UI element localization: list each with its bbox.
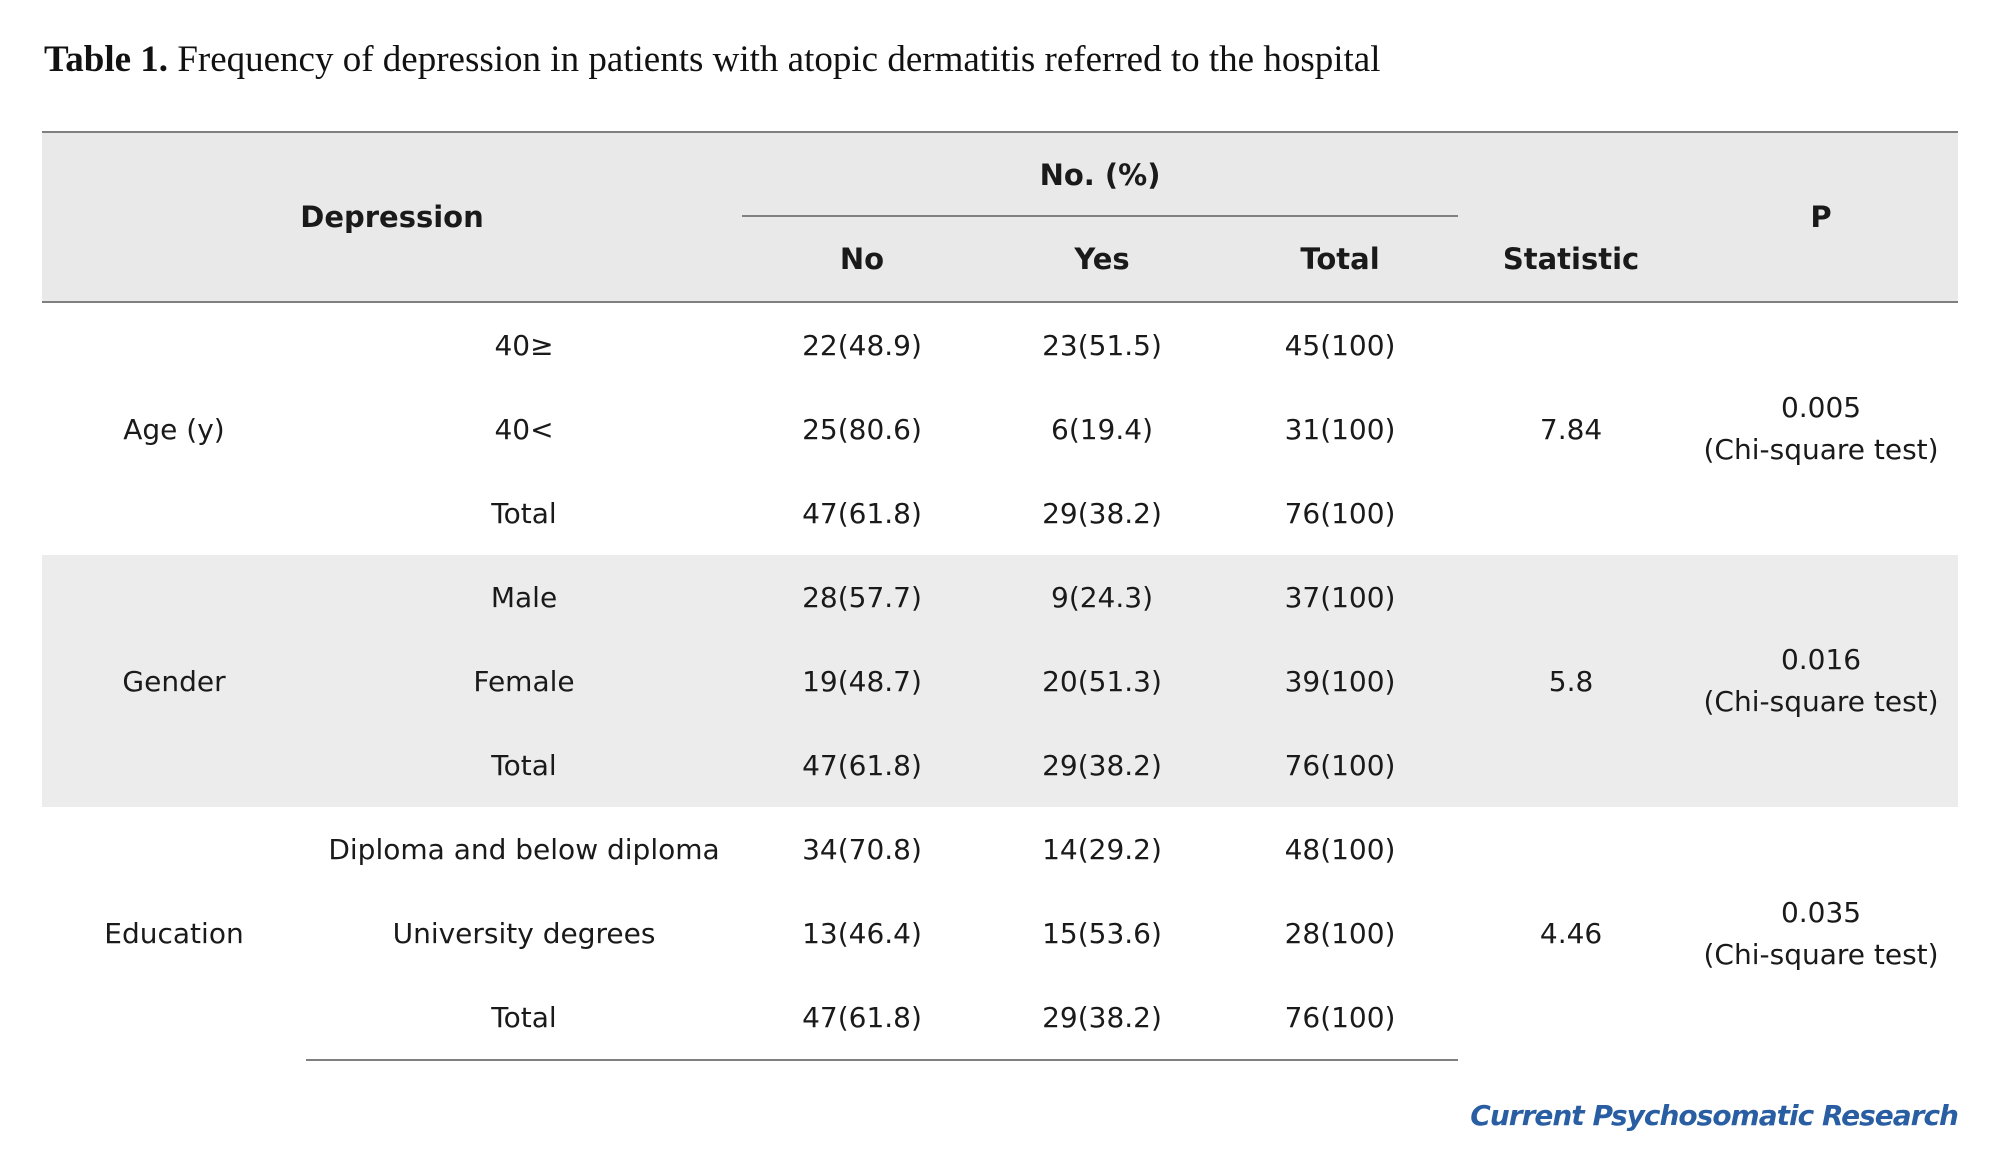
level-cell: 40< [494,412,554,446]
total-cell: 45(100) [1284,328,1396,362]
table-row: Total 47(61.8) 29(38.2) 76(100) [42,723,1958,807]
no-cell: 34(70.8) [802,832,922,866]
total-cell: 76(100) [1222,975,1459,1061]
group-age: Age (y) 40≥ 22(48.9) 23(51.5) 45(100) 7.… [42,302,1958,555]
table-row: Total 47(61.8) 29(38.2) 76(100) [42,975,1958,1061]
total-cell: 31(100) [1284,412,1396,446]
header-no: No [742,217,983,302]
yes-cell: 20(51.3) [982,639,1223,723]
table-row: 40< 25(80.6) 6(19.4) 31(100) [42,387,1958,471]
p-value: 0.016 [1780,643,1862,676]
level-cell: Total [306,723,743,807]
yes-cell: 14(29.2) [1042,832,1162,866]
caption-label: Table 1. [44,39,169,80]
p-test: (Chi-square test) [1703,433,1939,466]
p-cell: 0.005 (Chi-square test) [1684,302,1958,555]
group-gender: Gender Male 28(57.7) 9(24.3) 37(100) 5.8… [42,555,1959,807]
group-education: Education Diploma and below diploma 34(7… [42,807,1958,1061]
no-cell: 47(61.8) [742,723,983,807]
header-yes: Yes [982,217,1223,302]
variable-cell: Gender [42,555,306,807]
journal-brand-logo: Current Psychosomatic Research [1470,1099,1959,1132]
total-cell: 48(100) [1284,832,1396,866]
header-spacer [1458,132,1685,217]
table-header: Depression No. (%) P No Yes Total Statis… [42,132,1959,302]
level-cell: Diploma and below diploma [328,832,720,866]
yes-cell: 29(38.2) [1042,496,1162,530]
yes-cell: 6(19.4) [1051,412,1154,446]
table-caption: Table 1. Frequency of depression in pati… [44,38,1381,81]
level-cell: 40≥ [494,328,554,362]
yes-cell: 15(53.6) [1042,916,1162,950]
no-cell: 47(61.8) [802,496,922,530]
p-value: 0.035 [1780,895,1862,929]
no-cell: 25(80.6) [802,412,922,446]
table-row: Age (y) 40≥ 22(48.9) 23(51.5) 45(100) 7.… [42,302,1958,467]
p-test: (Chi-square test) [1703,685,1939,718]
variable-cell: Age (y) [123,412,225,446]
p-value: 0.005 [1780,391,1862,424]
total-cell: 37(100) [1222,555,1459,639]
no-cell: 19(48.7) [742,639,983,723]
statistic-cell: 7.84 [1539,412,1603,446]
header-statistic: Statistic [1458,217,1685,302]
yes-cell: 29(38.2) [982,975,1223,1061]
total-cell: 39(100) [1222,639,1459,723]
yes-cell: 29(38.2) [982,723,1223,807]
statistic-cell: 5.8 [1458,555,1685,807]
table-row: University degrees 13(46.4) 15(53.6) 28(… [42,891,1958,975]
statistic-cell: 4.46 [1539,917,1603,950]
level-cell: Female [306,639,743,723]
table-row: Gender Male 28(57.7) 9(24.3) 37(100) 5.8… [42,555,1959,807]
level-cell: Total [491,496,557,530]
no-cell: 28(57.7) [742,555,983,639]
level-cell: University degrees [392,916,656,950]
p-cell: 0.016 (Chi-square test) [1684,555,1959,807]
header-total: Total [1222,217,1459,302]
level-cell: Male [306,555,743,639]
p-test: (Chi-square test) [1703,937,1939,971]
variable-cell: Education [104,917,244,950]
yes-cell: 23(51.5) [1042,328,1162,362]
header-no-percent: No. (%) [742,132,1459,217]
total-cell: 76(100) [1284,496,1396,530]
table-row: Total 47(61.8) 29(38.2) 76(100) [42,471,1958,555]
header-depression: Depression [42,132,743,302]
level-cell: Total [306,975,743,1061]
total-cell: 28(100) [1284,916,1396,950]
no-cell: 47(61.8) [742,975,983,1061]
table-row: Female 19(48.7) 20(51.3) 39(100) [42,639,1958,723]
no-cell: 13(46.4) [802,916,922,950]
caption-text: Frequency of depression in patients with… [177,39,1381,80]
yes-cell: 9(24.3) [982,555,1223,639]
header-p: P [1684,132,1959,302]
results-table-container: Depression No. (%) P No Yes Total Statis… [42,131,1959,1061]
p-cell: 0.035 (Chi-square test) [1684,807,1958,1060]
table-row: Education Diploma and below diploma 34(7… [42,807,1958,971]
total-cell: 76(100) [1222,723,1459,807]
results-table: Depression No. (%) P No Yes Total Statis… [42,131,1959,1061]
no-cell: 22(48.9) [802,328,922,362]
